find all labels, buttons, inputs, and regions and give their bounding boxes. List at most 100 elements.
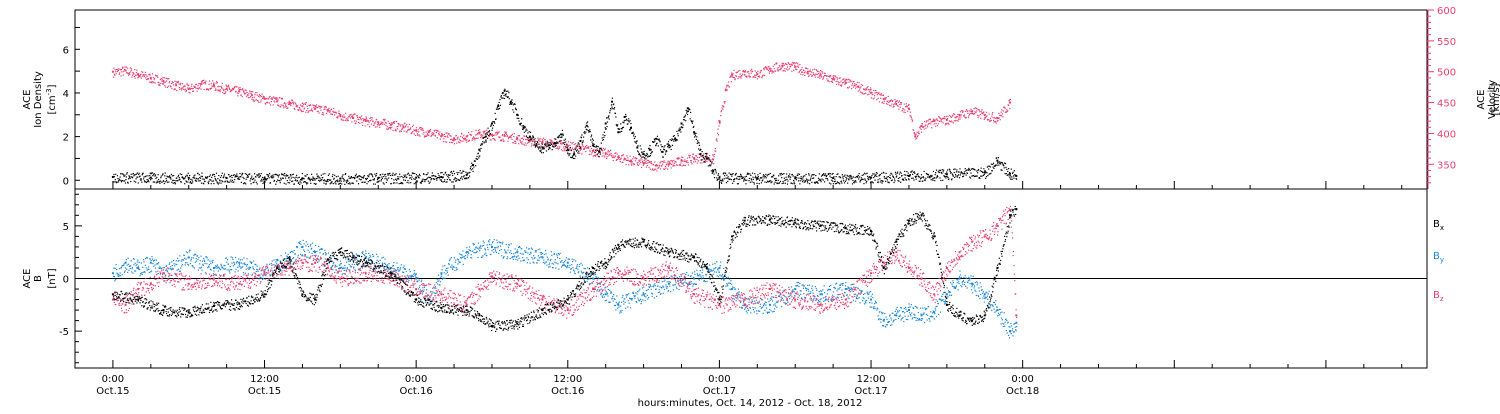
velocity-series-dot — [957, 114, 958, 115]
ion-density-series-dot — [414, 173, 415, 174]
top-left-tick-label: 4 — [63, 89, 69, 100]
ion-density-series-dot — [585, 131, 586, 132]
velocity-series-dot — [208, 90, 209, 91]
velocity-series-dot — [246, 92, 247, 93]
by-series-dot — [159, 268, 160, 269]
ion-density-series-dot — [235, 175, 236, 176]
ion-density-series-dot — [943, 170, 944, 171]
velocity-series-dot — [815, 73, 816, 74]
velocity-series-dot — [783, 70, 784, 71]
ion-density-series-dot — [365, 182, 366, 183]
velocity-series-dot — [551, 140, 552, 141]
ion-density-series-dot — [141, 182, 142, 183]
ion-density-series-dot — [820, 181, 821, 182]
velocity-series-dot — [955, 117, 956, 118]
ion-density-series-dot — [214, 176, 215, 177]
ion-density-series-dot — [249, 173, 250, 174]
velocity-series-dot — [281, 104, 282, 105]
by-series-dot — [174, 265, 175, 266]
velocity-series-dot — [440, 139, 441, 140]
velocity-series-dot — [348, 120, 349, 121]
velocity-series-dot — [430, 131, 431, 132]
velocity-series-dot — [517, 137, 518, 138]
ion-density-series-dot — [712, 173, 713, 174]
velocity-series-dot — [761, 70, 762, 71]
by-series-dot — [258, 271, 259, 272]
velocity-series-dot — [677, 157, 678, 158]
velocity-series-dot — [822, 79, 823, 80]
ion-density-series-dot — [643, 154, 644, 155]
by-series-dot — [199, 267, 200, 268]
ion-density-series-dot — [433, 175, 434, 176]
ion-density-series-dot — [991, 164, 992, 165]
velocity-series-dot — [977, 108, 978, 109]
ion-density-series-dot — [537, 147, 538, 148]
ion-density-series-dot — [224, 173, 225, 174]
ion-density-series-dot — [309, 179, 310, 180]
ion-density-series-dot — [825, 173, 826, 174]
by-series-dot — [271, 263, 272, 264]
velocity-series-dot — [848, 79, 849, 80]
ion-density-series-dot — [806, 179, 807, 180]
velocity-series-dot — [288, 102, 289, 103]
ion-density-series-dot — [874, 180, 875, 181]
ion-density-series-dot — [1015, 175, 1016, 176]
ion-density-series-dot — [753, 179, 754, 180]
ion-density-series-dot — [570, 147, 571, 148]
by-series-dot — [380, 260, 381, 261]
velocity-series-dot — [223, 89, 224, 90]
velocity-series-dot — [255, 92, 256, 93]
velocity-series-dot — [123, 71, 124, 72]
ion-density-series-dot — [421, 183, 422, 184]
ion-density-series-dot — [222, 181, 223, 182]
velocity-series-dot — [916, 132, 917, 133]
ion-density-series-dot — [855, 181, 856, 182]
ion-density-series-dot — [443, 177, 444, 178]
ion-density-series-dot — [533, 139, 534, 140]
ion-density-series-dot — [514, 104, 515, 105]
ion-density-series-dot — [334, 182, 335, 183]
by-series-dot — [248, 273, 249, 274]
velocity-series-dot — [416, 131, 417, 132]
ion-density-series-dot — [669, 147, 670, 148]
ion-density-series-dot — [513, 112, 514, 113]
velocity-series-dot — [868, 94, 869, 95]
ion-density-series-dot — [318, 175, 319, 176]
velocity-series-dot — [134, 69, 135, 70]
ion-density-series-dot — [487, 128, 488, 129]
ion-density-series-dot — [881, 173, 882, 174]
ion-density-series-dot — [418, 177, 419, 178]
velocity-series-dot — [136, 69, 137, 70]
ion-density-series-dot — [266, 179, 267, 180]
velocity-series-dot — [821, 71, 822, 72]
velocity-series-dot — [710, 159, 711, 160]
ion-density-series-dot — [353, 183, 354, 184]
velocity-series-dot — [333, 108, 334, 109]
ion-density-series-dot — [294, 177, 295, 178]
ion-density-series-dot — [200, 178, 201, 179]
ion-density-series-dot — [395, 179, 396, 180]
velocity-series-dot — [449, 142, 450, 143]
velocity-series-dot — [698, 160, 699, 161]
by-series-dot — [152, 258, 153, 259]
top-right-tick-label: 450 — [1437, 99, 1456, 110]
velocity-series-dot — [463, 135, 464, 136]
ion-density-series-dot — [115, 174, 116, 175]
velocity-series-dot — [796, 62, 797, 63]
ion-density-series-dot — [591, 135, 592, 136]
ion-density-series-dot — [506, 91, 507, 92]
ion-density-series-dot — [340, 183, 341, 184]
ion-density-series-dot — [914, 173, 915, 174]
ion-density-series-dot — [736, 173, 737, 174]
ion-density-series-dot — [528, 140, 529, 141]
ion-density-series-dot — [592, 138, 593, 139]
ion-density-series-dot — [702, 155, 703, 156]
ion-density-series-dot — [284, 173, 285, 174]
velocity-series-dot — [476, 130, 477, 131]
velocity-series-dot — [739, 70, 740, 71]
ion-density-series-dot — [326, 183, 327, 184]
ion-density-series-dot — [405, 174, 406, 175]
ion-density-series-dot — [149, 175, 150, 176]
velocity-series-point — [453, 137, 455, 139]
ion-density-series-dot — [895, 172, 896, 173]
